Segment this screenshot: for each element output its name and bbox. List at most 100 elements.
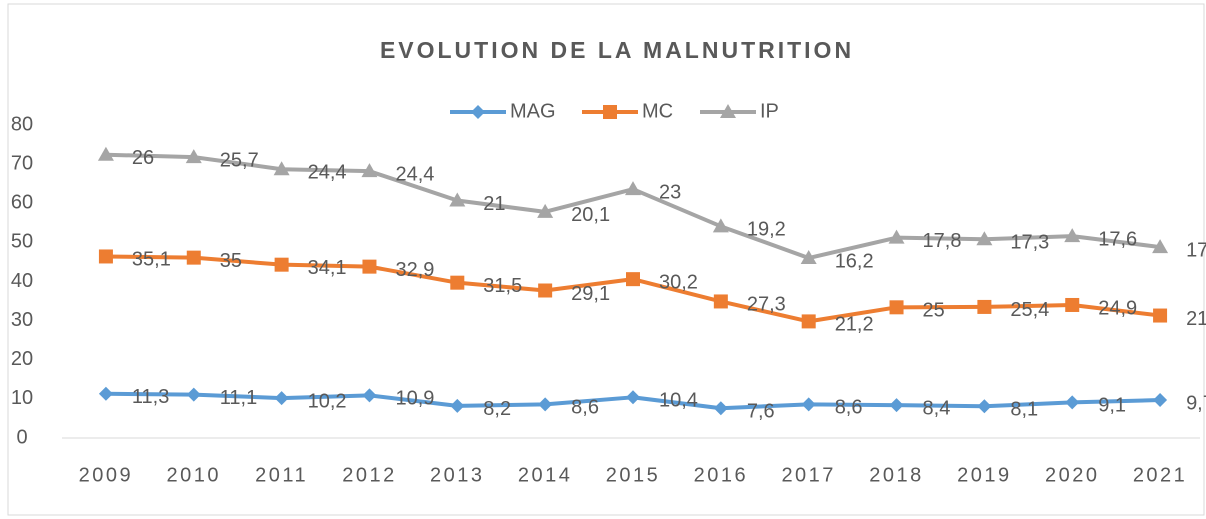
- data-point: [977, 299, 992, 314]
- chart-title: EVOLUTION DE LA MALNUTRITION: [380, 37, 854, 63]
- data-point: [97, 146, 114, 161]
- data-label: 25: [923, 300, 945, 322]
- x-tick-label: 2016: [694, 464, 749, 486]
- x-tick-label: 2017: [781, 464, 836, 486]
- data-point: [976, 231, 993, 246]
- data-point: [1153, 308, 1168, 323]
- y-tick-label: 20: [11, 348, 33, 370]
- data-point: [450, 275, 465, 290]
- data-label: 10,2: [308, 390, 347, 412]
- data-label: 8,4: [923, 397, 951, 419]
- data-point: [1153, 393, 1168, 408]
- data-label: 21: [483, 193, 505, 215]
- data-point: [538, 283, 553, 298]
- legend-marker: [603, 105, 617, 119]
- legend-label: IP: [760, 100, 779, 122]
- data-label: 26: [132, 147, 154, 169]
- data-point: [361, 163, 378, 178]
- data-point: [274, 391, 289, 406]
- data-point: [449, 192, 466, 207]
- x-tick-label: 2020: [1045, 464, 1100, 486]
- y-tick-label: 80: [11, 113, 33, 135]
- data-point: [801, 397, 816, 412]
- data-point: [625, 181, 641, 196]
- data-point: [98, 386, 113, 401]
- data-point: [362, 388, 377, 403]
- data-point: [712, 218, 729, 233]
- y-tick-label: 40: [11, 270, 33, 292]
- y-tick-label: 60: [11, 192, 33, 214]
- data-label: 9,1: [1098, 395, 1126, 417]
- data-point: [889, 398, 904, 413]
- data-label: 30,2: [659, 271, 698, 293]
- data-label: 27,3: [747, 294, 786, 316]
- y-tick-label: 0: [16, 426, 27, 448]
- data-point: [450, 398, 465, 413]
- data-label: 8,1: [1010, 399, 1038, 421]
- data-label: 23: [659, 181, 681, 203]
- y-tick-label: 50: [11, 231, 33, 253]
- data-label: 29,1: [571, 283, 610, 305]
- data-label: 24,4: [308, 161, 347, 183]
- data-point: [1065, 297, 1080, 312]
- data-label: 31,5: [483, 275, 522, 297]
- data-point: [626, 272, 640, 287]
- data-label: 10,4: [659, 390, 698, 412]
- data-label: 19,2: [747, 219, 786, 241]
- data-label: 11,3: [132, 386, 169, 408]
- data-point: [538, 397, 553, 412]
- data-label: 8,6: [835, 397, 863, 419]
- data-point: [713, 401, 728, 416]
- data-point: [801, 314, 816, 329]
- data-label: 7,6: [747, 401, 775, 423]
- x-tick-label: 2015: [606, 464, 661, 486]
- y-tick-label: 30: [11, 309, 33, 331]
- data-label: 17,6: [1098, 228, 1137, 250]
- x-tick-label: 2019: [957, 464, 1012, 486]
- data-label: 17,8: [923, 230, 962, 252]
- legend-label: MAG: [510, 100, 556, 122]
- data-label: 35,1: [132, 249, 171, 271]
- data-label: 8,2: [483, 398, 511, 420]
- data-point: [1064, 228, 1081, 243]
- data-label: 10,9: [395, 388, 434, 410]
- data-point: [713, 294, 728, 309]
- data-label: 21,2: [835, 314, 874, 336]
- data-point: [185, 149, 202, 164]
- data-label: 17,5: [1186, 239, 1206, 261]
- data-label: 17,3: [1010, 232, 1049, 254]
- x-tick-label: 2014: [518, 464, 573, 486]
- data-point: [186, 250, 201, 265]
- x-tick-label: 2021: [1133, 464, 1188, 486]
- x-tick-label: 2010: [167, 464, 222, 486]
- x-tick-label: 2009: [79, 464, 134, 486]
- data-label: 32,9: [395, 259, 434, 281]
- data-point: [537, 203, 554, 218]
- data-label: 20,1: [571, 204, 610, 226]
- y-tick-label: 10: [11, 387, 33, 409]
- data-label: 8,6: [571, 397, 599, 419]
- data-label: 25,4: [1010, 299, 1049, 321]
- data-point: [274, 257, 289, 272]
- data-label: 24,9: [1098, 297, 1137, 319]
- data-label: 24,4: [395, 163, 434, 185]
- y-tick-label: 70: [11, 152, 33, 174]
- data-label: 35: [220, 250, 242, 272]
- x-tick-label: 2012: [342, 464, 397, 486]
- data-point: [626, 390, 640, 405]
- x-tick-label: 2013: [430, 464, 485, 486]
- data-label: 34,1: [308, 257, 347, 279]
- data-label: 21,6: [1186, 308, 1206, 330]
- data-label: 25,7: [220, 149, 259, 171]
- legend-marker: [471, 105, 485, 119]
- data-point: [1152, 239, 1169, 254]
- data-point: [98, 249, 113, 264]
- data-point: [362, 259, 377, 274]
- legend-marker: [720, 104, 736, 118]
- data-point: [889, 300, 904, 315]
- data-label: 11,1: [220, 387, 257, 409]
- data-point: [186, 387, 201, 402]
- x-tick-label: 2011: [255, 464, 308, 486]
